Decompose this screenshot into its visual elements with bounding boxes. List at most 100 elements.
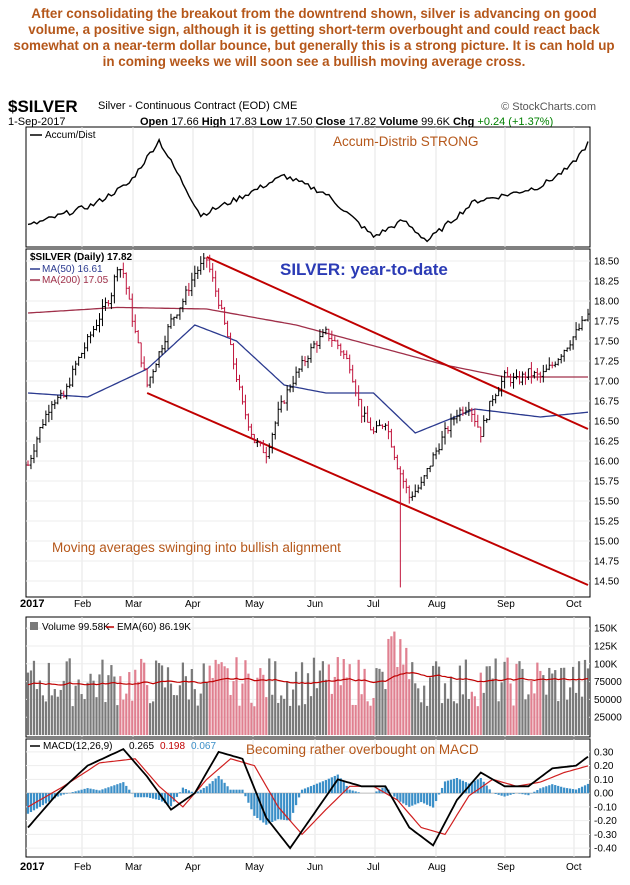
volume-bar [557,701,560,735]
high-value: 17.83 [229,116,257,128]
x-tick-label: Feb [74,862,92,873]
macd-hist-bar [473,780,476,794]
volume-bar [539,670,542,735]
volume-bar [41,695,45,735]
volume-bar [390,636,393,735]
price-tick-label: 16.75 [594,397,619,408]
x-tick-label: 2017 [20,861,44,873]
legend-silver-daily: $SILVER (Daily) 17.82 [30,252,133,263]
macd-line [27,747,589,850]
macd-hist-bar [202,787,205,794]
volume-bar [119,676,122,735]
volume-bar [289,705,292,735]
macd-hist-bar [157,793,161,800]
volume-bar [104,702,107,735]
volume-bar [551,673,554,735]
macd-hist-bar [250,793,253,810]
open-label: Open [140,116,169,128]
macd-hist-bar [98,790,101,794]
volume-bar [449,676,453,735]
price-tick-label: 15.50 [594,497,619,508]
volume-bar [423,685,426,735]
macd-hist-bar [134,793,137,798]
volume-bar [569,687,572,735]
macd-hist-bar [154,793,158,800]
volume-bar [402,664,405,735]
volume-bar [128,672,131,735]
volume-bar [74,685,77,735]
macd-hist-bar [74,791,77,794]
price-tick-label: 15.75 [594,477,619,488]
price-tick-label: 17.75 [594,317,619,328]
volume-bar [512,705,515,735]
volume-bar [122,699,125,735]
volume-bar [503,661,506,735]
volume-bar [440,703,444,735]
volume-legend: Volume 99.58K EMA(60) 86.19K [30,622,191,633]
volume-bar [116,705,119,735]
volume-bar [291,689,295,735]
macd-hist-bar [509,793,512,795]
x-tick-label: Aug [428,599,446,610]
macd-hist-bar [101,789,104,794]
volume-bar [163,687,167,735]
macd-hist-bar [247,793,250,803]
volume-bar [26,672,30,735]
macd-hist-bar [467,783,470,794]
macd-hist-bar [580,786,584,794]
ema60-line [27,671,589,686]
volume-bar [303,704,307,735]
volume-bar [574,692,578,735]
legend-ma200: MA(200) 17.05 [42,275,109,286]
volume-bar [208,665,211,735]
volume-bar [324,679,327,735]
macd-hist-bar [527,793,530,796]
macd-hist-bar [172,793,176,802]
volume-bar [357,659,360,735]
volume-bar [113,676,116,735]
price-tick-label: 17.00 [594,377,619,388]
price-tick-label: 18.00 [594,297,619,308]
macd-hist-bar [184,789,187,794]
volume-bar [77,679,80,735]
macd-hist-bar [583,785,587,794]
legend-hist-value: 0.067 [191,741,216,752]
volume-bar [411,662,414,735]
macd-hist-bar [113,785,116,794]
volume-bar [452,701,456,735]
macd-hist-bar [56,793,59,797]
volume-bar [437,666,441,735]
macd-hist-bar [378,789,381,794]
macd-hist-bar [29,793,33,813]
volume-bar [426,705,429,735]
volume-bar [140,658,143,735]
volume-bar [92,680,95,735]
volume-bar [330,693,333,735]
macd-hist-bar [44,793,47,804]
x-tick-label: Apr [185,599,201,610]
volume-bar [536,662,539,735]
macd-hist-bar [244,793,247,797]
volume-bar [521,668,524,735]
macd-hist-bar [178,792,182,794]
volume-bar [175,695,179,735]
macd-tick-label: 0.30 [594,747,614,758]
volume-bar [107,675,110,735]
volume-bar [98,674,101,735]
volume-bar [312,657,316,735]
volume-bar [71,706,74,735]
low-value: 17.50 [284,116,313,128]
volume-bar [351,704,354,735]
volume-bar [479,672,482,735]
volume-bar [458,665,462,735]
volume-bar [166,667,170,735]
price-tick-label: 16.25 [594,437,619,448]
volume-bar [256,677,259,735]
macd-hist-bar [205,786,208,794]
legend-ema60: EMA(60) 86.19K [117,622,191,633]
volume-bar [318,670,322,735]
macd-hist-bar [312,784,316,794]
volume-bar [414,683,417,735]
volume-bar [220,662,223,735]
